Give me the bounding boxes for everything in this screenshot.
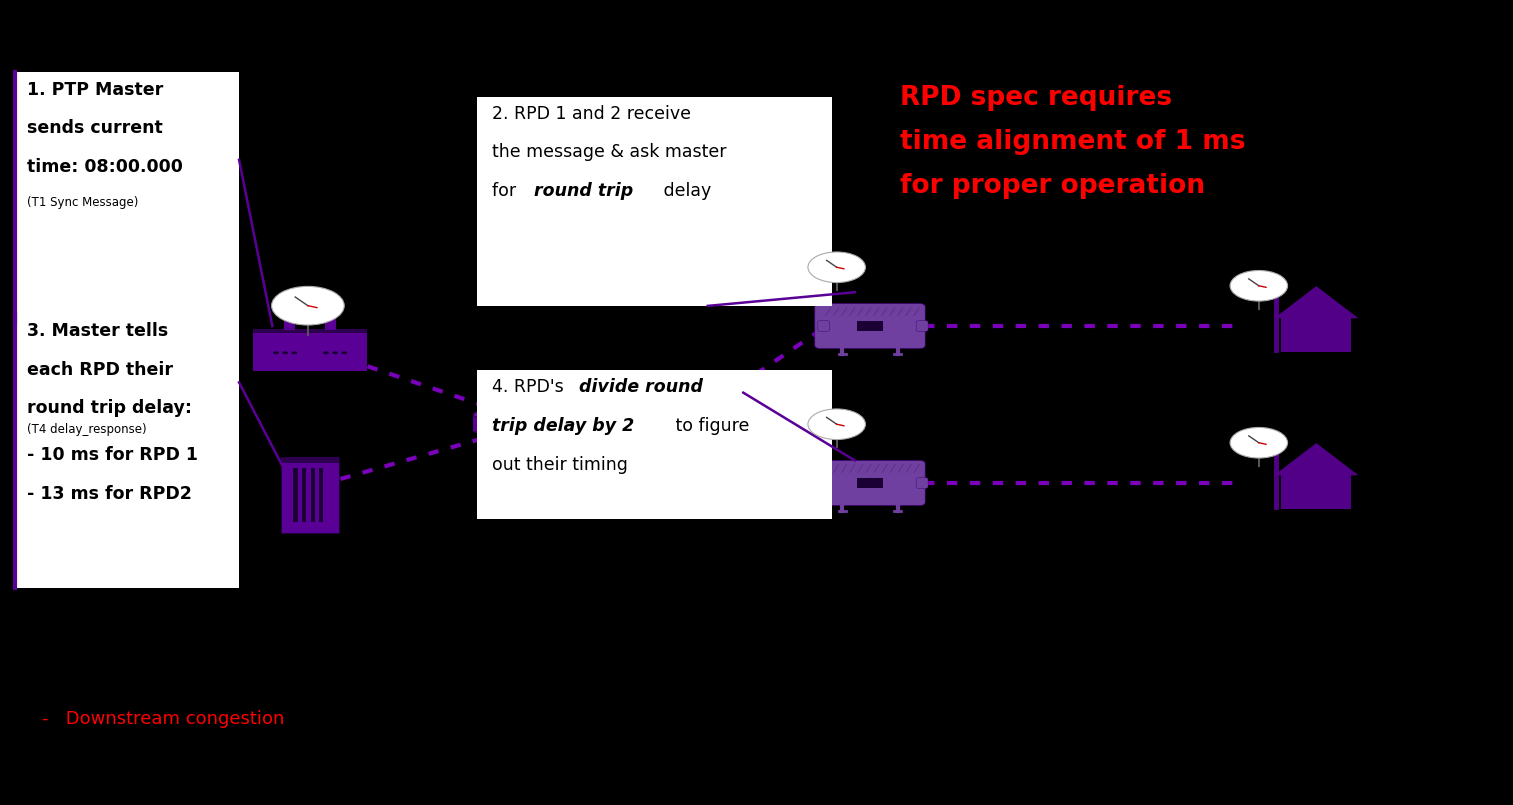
Text: for: for <box>492 182 522 200</box>
FancyBboxPatch shape <box>817 320 829 332</box>
Text: time alignment of 1 ms: time alignment of 1 ms <box>900 129 1245 155</box>
Circle shape <box>274 351 278 354</box>
Text: 4. RPD's: 4. RPD's <box>492 378 569 396</box>
Circle shape <box>1230 270 1288 301</box>
Text: the message & ask master: the message & ask master <box>492 143 726 161</box>
Circle shape <box>333 351 337 354</box>
FancyBboxPatch shape <box>284 319 295 330</box>
Text: -   Downstream congestion: - Downstream congestion <box>42 710 284 728</box>
FancyBboxPatch shape <box>915 320 927 332</box>
FancyBboxPatch shape <box>583 415 740 431</box>
Text: for proper operation: for proper operation <box>900 173 1206 199</box>
FancyBboxPatch shape <box>319 469 324 522</box>
FancyBboxPatch shape <box>477 97 832 306</box>
FancyBboxPatch shape <box>310 469 315 522</box>
Text: to figure: to figure <box>670 417 749 435</box>
Circle shape <box>1230 427 1288 458</box>
Text: - 10 ms for RPD 1: - 10 ms for RPD 1 <box>27 446 198 464</box>
Text: out their timing: out their timing <box>492 456 628 473</box>
Text: round trip: round trip <box>534 182 634 200</box>
Text: 2. RPD 1 and 2 receive: 2. RPD 1 and 2 receive <box>492 105 691 122</box>
Text: round trip delay:: round trip delay: <box>27 399 192 417</box>
FancyBboxPatch shape <box>294 469 298 522</box>
FancyBboxPatch shape <box>1282 318 1351 352</box>
FancyBboxPatch shape <box>1282 475 1351 509</box>
Circle shape <box>808 409 865 440</box>
Text: trip delay by 2: trip delay by 2 <box>492 417 634 435</box>
FancyBboxPatch shape <box>325 319 336 330</box>
Polygon shape <box>1274 286 1359 318</box>
FancyBboxPatch shape <box>858 321 882 331</box>
Text: time: 08:00.000: time: 08:00.000 <box>27 158 183 175</box>
Circle shape <box>283 351 287 354</box>
FancyBboxPatch shape <box>303 469 306 522</box>
Circle shape <box>292 351 297 354</box>
FancyBboxPatch shape <box>253 329 366 333</box>
FancyBboxPatch shape <box>817 477 829 489</box>
Text: 3. Master tells: 3. Master tells <box>27 322 168 340</box>
FancyBboxPatch shape <box>858 478 882 488</box>
Text: divide round: divide round <box>579 378 704 396</box>
Circle shape <box>808 252 865 283</box>
FancyBboxPatch shape <box>15 72 239 322</box>
Circle shape <box>342 351 346 354</box>
Text: each RPD their: each RPD their <box>27 361 172 378</box>
Text: (T1 Sync Message): (T1 Sync Message) <box>27 196 139 209</box>
Ellipse shape <box>583 406 740 423</box>
Text: - 13 ms for RPD2: - 13 ms for RPD2 <box>27 485 192 502</box>
FancyBboxPatch shape <box>15 314 239 588</box>
FancyBboxPatch shape <box>474 415 631 431</box>
FancyBboxPatch shape <box>814 460 924 506</box>
FancyBboxPatch shape <box>253 333 366 371</box>
Text: (T4 delay_response): (T4 delay_response) <box>27 423 147 436</box>
Ellipse shape <box>474 406 631 423</box>
FancyBboxPatch shape <box>814 303 924 349</box>
Circle shape <box>271 287 343 325</box>
FancyBboxPatch shape <box>281 457 339 463</box>
FancyBboxPatch shape <box>281 457 339 533</box>
Text: delay: delay <box>658 182 711 200</box>
FancyBboxPatch shape <box>477 370 832 519</box>
FancyBboxPatch shape <box>915 477 927 489</box>
Text: 1. PTP Master: 1. PTP Master <box>27 80 163 98</box>
Text: sends current: sends current <box>27 119 163 137</box>
Circle shape <box>324 351 328 354</box>
Polygon shape <box>1274 443 1359 475</box>
Ellipse shape <box>583 422 740 440</box>
Ellipse shape <box>474 422 631 440</box>
Text: RPD spec requires: RPD spec requires <box>900 85 1173 110</box>
